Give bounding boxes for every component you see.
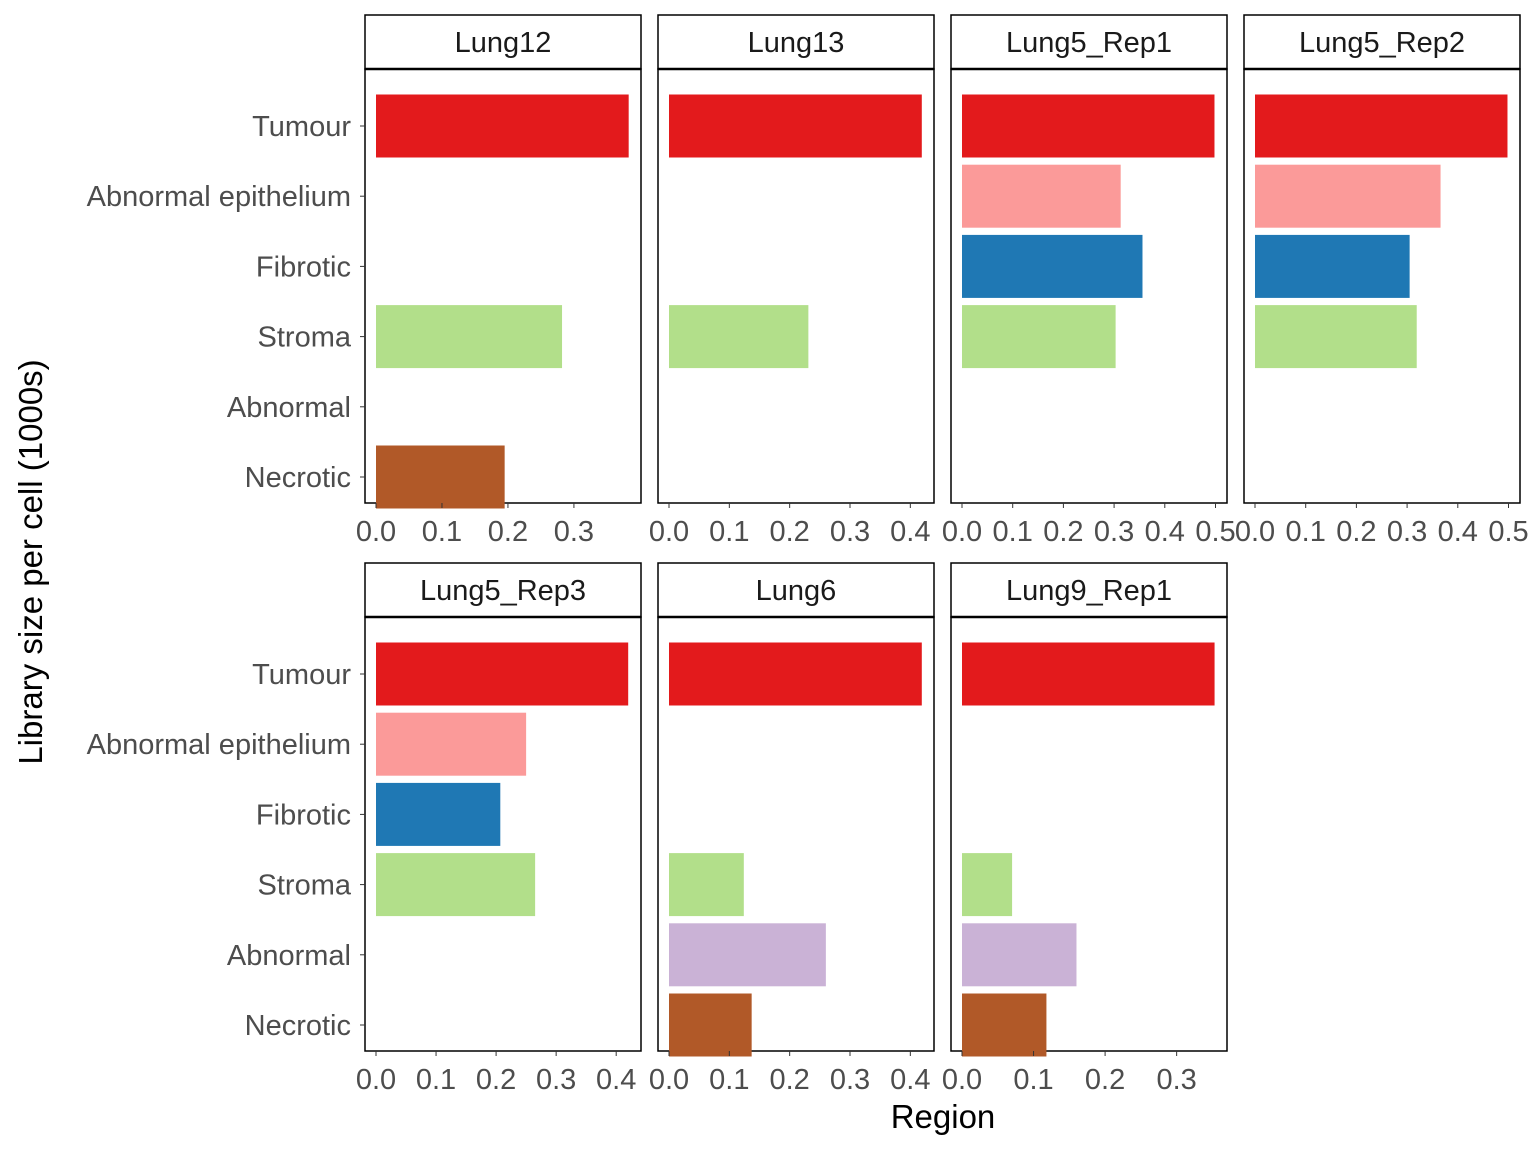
bar-tumour <box>1255 94 1508 158</box>
x-tick-label: 0.0 <box>356 1064 396 1096</box>
x-tick-label: 0.4 <box>596 1064 636 1096</box>
x-tick-label: 0.0 <box>942 1064 982 1096</box>
bar-tumour <box>962 94 1215 158</box>
x-tick-label: 0.1 <box>416 1064 456 1096</box>
bar-tumour <box>669 642 922 706</box>
x-tick-label: 0.2 <box>488 516 528 548</box>
strip-box <box>657 14 935 70</box>
x-tick-label: 0.3 <box>536 1064 576 1096</box>
x-tick-label: 0.2 <box>770 516 810 548</box>
panel-lung5-rep3: Lung5_Rep3 0.0 0.1 0.2 0.3 0.4 Tumour Abnormal … <box>87 562 642 1096</box>
x-tick-label: 0.4 <box>1438 516 1478 548</box>
strip-label: Lung6 <box>756 575 837 607</box>
panel-lung12: Lung12 0.0 0.1 0.2 0.3 Tumour Abnormal epithel… <box>87 14 642 548</box>
bar-tumour <box>376 94 629 158</box>
bar-stroma <box>669 305 809 369</box>
x-tick-label: 0.3 <box>1387 516 1427 548</box>
x-tick-label: 0.2 <box>1085 1064 1125 1096</box>
x-tick-label: 0.2 <box>476 1064 516 1096</box>
bar-fibrotic <box>1255 234 1410 298</box>
strip-label: Lung9_Rep1 <box>1006 575 1172 607</box>
bar-necrotic <box>669 993 752 1057</box>
bar-abnormal-epithelium <box>962 164 1121 228</box>
x-tick-label: 0.5 <box>1195 516 1235 548</box>
facet-panels: Lung12 0.0 0.1 0.2 0.3 Tumour Abnormal epithel… <box>87 14 1529 1096</box>
panel-lung5-rep2: Lung5_Rep2 0.0 0.1 0.2 0.3 0.4 0.5 <box>1235 14 1529 548</box>
strip-label: Lung5_Rep3 <box>420 575 586 607</box>
y-tick-label: Stroma <box>258 322 352 354</box>
bar-stroma <box>376 853 536 917</box>
x-tick-label: 0.4 <box>890 1064 930 1096</box>
bar-abnormal <box>962 923 1077 987</box>
x-tick-label: 0.1 <box>1013 1064 1053 1096</box>
x-tick-label: 0.4 <box>1145 516 1185 548</box>
x-tick-label: 0.1 <box>709 1064 749 1096</box>
x-tick-label: 0.3 <box>1156 1064 1196 1096</box>
y-tick-label: Tumour <box>252 111 351 143</box>
bar-tumour <box>669 94 922 158</box>
x-tick-label: 0.0 <box>356 516 396 548</box>
y-tick-label: Abnormal epithelium <box>87 729 351 761</box>
bar-abnormal-epithelium <box>376 712 527 776</box>
bar-fibrotic <box>962 234 1143 298</box>
x-tick-label: 0.2 <box>1336 516 1376 548</box>
x-tick-label: 0.4 <box>890 516 930 548</box>
x-tick-label: 0.0 <box>649 516 689 548</box>
strip-label: Lung13 <box>748 27 845 59</box>
x-tick-label: 0.1 <box>422 516 462 548</box>
bar-necrotic <box>962 993 1047 1057</box>
x-tick-label: 0.0 <box>649 1064 689 1096</box>
x-tick-label: 0.0 <box>942 516 982 548</box>
x-tick-label: 0.3 <box>1094 516 1134 548</box>
bar-stroma <box>376 305 563 369</box>
panel-lung5-rep1: Lung5_Rep1 0.0 0.1 0.2 0.3 0.4 0.5 <box>942 14 1236 548</box>
y-axis-title: Library size per cell (1000s) <box>12 359 49 764</box>
y-tick-label: Stroma <box>258 870 352 902</box>
y-tick-label: Necrotic <box>245 462 351 494</box>
x-tick-label: 0.5 <box>1488 516 1528 548</box>
strip-label: Lung12 <box>455 27 552 59</box>
bar-tumour <box>962 642 1215 706</box>
y-tick-label: Abnormal <box>227 940 351 972</box>
strip-box <box>950 14 1228 70</box>
panel-lung13: Lung13 0.0 0.1 0.2 0.3 0.4 <box>649 14 935 548</box>
bar-stroma <box>1255 305 1417 369</box>
x-axis-title: Region <box>891 1098 996 1135</box>
x-tick-label: 0.1 <box>709 516 749 548</box>
bar-abnormal-epithelium <box>1255 164 1441 228</box>
x-tick-label: 0.2 <box>1043 516 1083 548</box>
y-tick-label: Abnormal epithelium <box>87 181 351 213</box>
strip-label: Lung5_Rep1 <box>1006 27 1172 59</box>
bar-fibrotic <box>376 782 501 846</box>
bar-stroma <box>962 853 1013 917</box>
strip-box <box>950 562 1228 618</box>
strip-box <box>364 14 642 70</box>
bar-tumour <box>376 642 629 706</box>
panel-lung9-rep1: Lung9_Rep1 0.0 0.1 0.2 0.3 <box>942 562 1228 1096</box>
x-tick-label: 0.3 <box>554 516 594 548</box>
bar-stroma <box>669 853 744 917</box>
x-tick-label: 0.1 <box>993 516 1033 548</box>
panel-lung6: Lung6 0.0 0.1 0.2 0.3 0.4 <box>649 562 935 1096</box>
x-tick-label: 0.2 <box>770 1064 810 1096</box>
x-tick-label: 0.3 <box>830 516 870 548</box>
bar-stroma <box>962 305 1116 369</box>
strip-box <box>364 562 642 618</box>
y-tick-label: Fibrotic <box>256 251 351 283</box>
y-tick-label: Abnormal <box>227 392 351 424</box>
y-tick-label: Tumour <box>252 659 351 691</box>
strip-label: Lung5_Rep2 <box>1299 27 1465 59</box>
bar-necrotic <box>376 445 505 509</box>
x-tick-label: 0.3 <box>830 1064 870 1096</box>
y-tick-label: Necrotic <box>245 1010 351 1042</box>
strip-box <box>657 562 935 618</box>
x-tick-label: 0.0 <box>1235 516 1275 548</box>
bar-abnormal <box>669 923 826 987</box>
y-tick-label: Fibrotic <box>256 799 351 831</box>
x-tick-label: 0.1 <box>1286 516 1326 548</box>
strip-box <box>1243 14 1521 70</box>
